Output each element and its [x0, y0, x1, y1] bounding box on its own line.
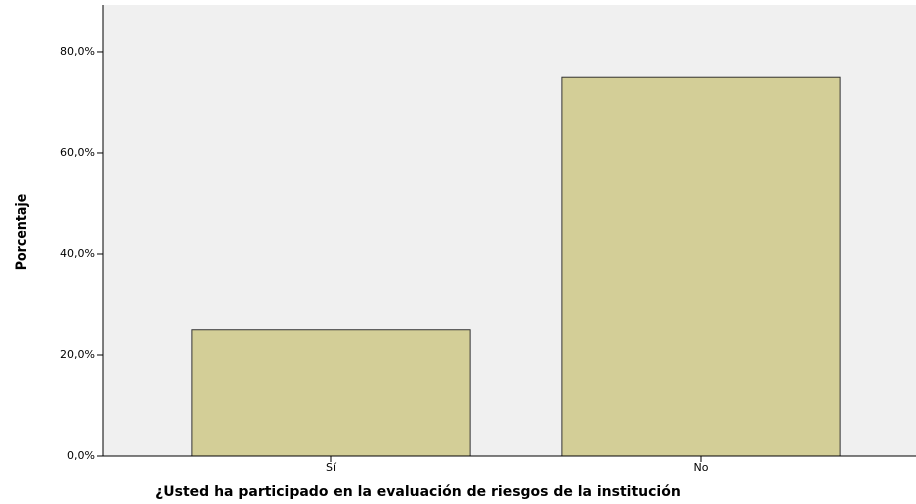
y-axis-title: Porcentaje: [14, 194, 30, 270]
y-tick-label: 0,0%: [67, 449, 95, 462]
x-axis-title: ¿Usted ha participado en la evaluación d…: [155, 484, 681, 500]
y-tick-label: 80,0%: [60, 45, 95, 58]
x-tick-label: Sí: [326, 461, 337, 474]
bar: [191, 329, 471, 457]
x-tick-label: No: [694, 461, 709, 474]
y-tick-label: 60,0%: [60, 146, 95, 159]
y-tick-label: 20,0%: [60, 348, 95, 361]
y-tick-label: 40,0%: [60, 247, 95, 260]
bar: [561, 76, 841, 457]
